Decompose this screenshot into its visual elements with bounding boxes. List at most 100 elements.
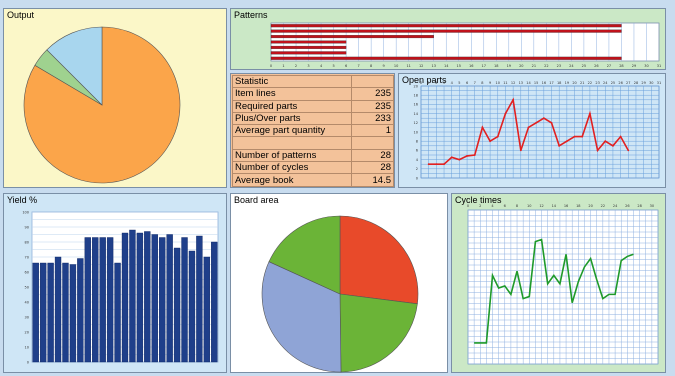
cycle-times-title: Cycle times [455,195,502,205]
yield-bar [159,237,166,363]
statistic-label: Item lines [232,87,352,101]
statistic-value: 233 [351,111,394,126]
tick-label: 20 [572,81,576,85]
yield-bar [84,237,91,363]
statistic-panel: Statistic Item lines 235 Required parts 235… [230,73,395,188]
tick-label: 6 [345,64,347,68]
yield-bar [196,235,203,363]
yield-bar [77,258,84,363]
yield-bar [151,234,158,363]
tick-label: 30 [649,81,653,85]
tick-label: 14 [414,112,419,116]
tick-label: 0 [420,81,422,85]
tick-label: 21 [532,64,536,68]
statistic-value: 28 [351,161,394,175]
data-point [589,112,591,115]
tick-label: 12 [511,81,515,85]
statistic-label [232,136,352,150]
statistic-value: 1 [351,124,394,138]
tick-label: 90 [25,225,29,229]
tick-label: 4 [491,204,494,208]
pie-slice [339,215,419,305]
tick-label: 30 [650,204,654,208]
tick-label: 0 [416,176,418,180]
data-point [527,126,530,129]
pie-slice [339,293,418,373]
tick-label: 18 [557,81,561,85]
tick-label: 11 [503,81,507,85]
output-pie-chart [23,26,181,184]
statistic-row: Number of patterns 28 [232,148,394,163]
tick-label: 20 [414,84,418,88]
pattern-bar [270,45,347,49]
statistic-row: Item lines 235 [232,87,394,101]
tick-label: 12 [414,121,418,125]
yield-bar [188,250,196,363]
tick-label: 1 [428,81,430,85]
data-point [512,98,515,101]
yield-bar [92,237,99,363]
tick-label: 15 [457,64,461,68]
tick-label: 27 [607,64,611,68]
tick-label: 28 [637,204,641,208]
data-point [504,112,507,115]
tick-label: 10 [414,130,418,134]
data-point [450,156,453,159]
tick-label: 10 [394,64,398,68]
tick-label: 12 [419,64,423,68]
yield-bar [69,264,77,363]
tick-label: 10 [527,204,531,208]
yield-bar [62,262,69,363]
output-panel: Output [3,8,227,188]
data-point [473,154,476,156]
tick-label: 6 [466,81,468,85]
pattern-bar [270,40,347,44]
data-point [443,163,445,166]
statistic-header: Statistic [232,74,352,89]
tick-label: 24 [569,64,574,68]
yield-bar [47,262,54,363]
yield-panel: Yield % 0 10 20 30 40 50 60 70 80 90 100 [3,193,227,373]
yield-bar [129,229,136,363]
tick-label: 14 [552,204,557,208]
yield-bar [106,237,114,363]
data-point [519,149,522,152]
tick-label: 8 [416,140,418,144]
data-point [535,121,538,124]
tick-label: 100 [22,210,29,214]
patterns-bar-chart: 0 1 2 3 4 5 6 7 8 9 10 11 12 13 14 15 16 17 18 19 20 21 22 23 24… [270,22,661,68]
yield-bar [173,247,181,363]
statistic-label: Required parts [232,99,352,113]
tick-label: 16 [564,204,568,208]
tick-label: 26 [618,81,622,85]
tick-label: 4 [451,81,454,85]
data-point [466,155,468,157]
tick-label: 15 [534,81,538,85]
yield-bar [39,262,47,363]
tick-label: 5 [458,81,460,85]
statistic-row: Average part quantity 1 [232,124,394,138]
data-point [542,117,545,120]
pie-slice [46,26,103,106]
data-point [481,126,484,129]
tick-label: 6 [416,149,418,153]
output-title: Output [7,10,35,20]
tick-label: 16 [469,64,473,68]
tick-label: 20 [519,64,523,68]
pie-slice [261,261,342,373]
cycle-times-series [474,238,634,344]
data-point [619,135,622,138]
data-point [427,163,430,166]
tick-label: 2 [479,204,481,208]
tick-label: 24 [603,81,608,85]
data-point [627,149,630,152]
data-point [612,144,614,147]
yield-bar [136,232,144,363]
yield-bar [99,237,106,363]
data-point [596,149,599,152]
tick-label: 8 [516,204,518,208]
yield-bar [203,256,211,363]
tick-label: 31 [657,64,661,68]
data-point [573,135,576,138]
tick-label: 28 [619,64,623,68]
